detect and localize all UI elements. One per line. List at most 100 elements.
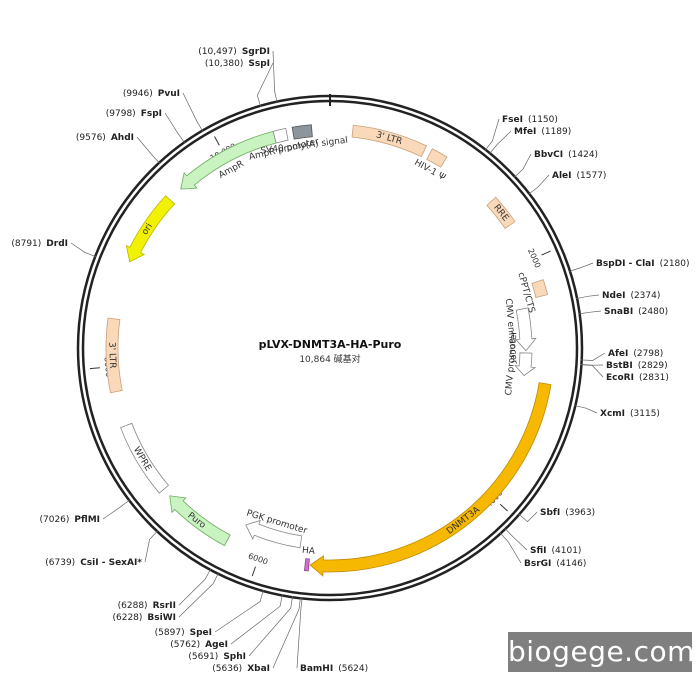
feature-3-ltr [351, 124, 428, 158]
feature-pgk-promoter [245, 519, 303, 549]
site-position: (4101) [552, 546, 582, 556]
tick-mark [89, 367, 100, 370]
feature-dnmt3a [309, 382, 552, 577]
site-drdi[interactable]: DrdI (8791) [11, 239, 68, 249]
site-leader [256, 62, 274, 107]
plasmid-name: pLVX-DNMT3A-HA-Puro [259, 338, 402, 351]
site-name: SpeI [190, 628, 212, 638]
site-position: (2831) [639, 373, 669, 383]
site-sphi[interactable]: SphI (5691) [188, 652, 246, 662]
site-leader [504, 527, 528, 551]
site-sfii[interactable]: SfiI (4101) [530, 546, 581, 556]
site-rsrii[interactable]: RsrII (6288) [118, 601, 176, 611]
site-name: AleI [552, 171, 572, 181]
site-position: (5624) [338, 664, 368, 674]
site-ecori[interactable]: EcoRI (2831) [606, 373, 669, 383]
feature-cmv-enhancer [514, 307, 537, 352]
site-name: BbvCI [534, 150, 563, 160]
feature-cppt-cts [531, 279, 549, 298]
site-leader [144, 530, 159, 563]
feature-ha [303, 558, 310, 572]
site-sspi[interactable]: SspI (10,380) [205, 59, 270, 69]
site-leader [164, 112, 186, 144]
feature-sv40-poly-a-signal [291, 124, 313, 140]
tick-mark [541, 250, 551, 256]
site-sbfi[interactable]: SbfI (3963) [540, 508, 595, 518]
site-leader [580, 364, 604, 378]
site-position: (4146) [556, 559, 586, 569]
site-xcmi[interactable]: XcmI (3115) [600, 409, 660, 419]
tick-mark [214, 136, 220, 146]
site-position: (1577) [577, 171, 607, 181]
site-name: CsiI - SexAI* [80, 558, 142, 568]
site-name: XcmI [600, 409, 625, 419]
site-ahdi[interactable]: AhdI (9576) [76, 133, 134, 143]
site-leader [272, 597, 301, 669]
feature-ori [125, 195, 176, 263]
site-pvui[interactable]: PvuI (9946) [123, 89, 180, 99]
site-leader [580, 352, 606, 361]
site-position: (6228) [112, 613, 142, 623]
feature-label-3-ltr: 3' LTR [106, 342, 117, 369]
site-position: (2480) [638, 307, 668, 317]
site-name: BamHI [300, 664, 333, 674]
site-fsei[interactable]: FseI (1150) [502, 115, 558, 125]
site-name: SfiI [530, 546, 547, 556]
site-pflmi[interactable]: PflMI (7026) [39, 515, 100, 525]
site-afei[interactable]: AfeI (2798) [608, 349, 663, 359]
site-leader [518, 511, 538, 523]
site-bsiwi[interactable]: BsiWI (6228) [112, 613, 176, 623]
site-name: AgeI [205, 640, 228, 650]
site-position: (10,497) [198, 47, 237, 57]
site-position: (9798) [106, 109, 136, 119]
tick-label: 2000 [526, 247, 542, 269]
site-name: XbaI [247, 664, 270, 674]
site-spei[interactable]: SpeI (5897) [155, 628, 212, 638]
site-fspi[interactable]: FspI (9798) [106, 109, 162, 119]
site-csii-sexai[interactable]: CsiI - SexAI* (6739) [45, 558, 142, 568]
site-position: (5762) [170, 640, 200, 650]
site-alei[interactable]: AleI (1577) [552, 171, 606, 181]
site-sgrdi[interactable]: SgrDI (10,497) [198, 47, 270, 57]
watermark: biogege.com [508, 632, 694, 672]
site-snabi[interactable]: SnaBI (2480) [604, 307, 668, 317]
site-mfei[interactable]: MfeI (1189) [514, 127, 571, 137]
site-position: (2798) [633, 349, 663, 359]
site-position: (1150) [528, 115, 558, 125]
tick-mark [499, 503, 508, 512]
site-position: (6288) [118, 601, 148, 611]
site-bbvci[interactable]: BbvCI (1424) [534, 150, 598, 160]
site-leader [576, 294, 600, 300]
site-bsrgi[interactable]: BsrGI (4146) [524, 559, 586, 569]
site-ndei[interactable]: NdeI (2374) [602, 291, 660, 301]
site-position: (9576) [76, 133, 106, 143]
site-xbai[interactable]: XbaI (5636) [212, 664, 270, 674]
site-leader [489, 130, 512, 155]
site-position: (9946) [123, 89, 153, 99]
site-leader [136, 136, 161, 164]
site-bamhi[interactable]: BamHI (5624) [300, 664, 368, 674]
site-position: (6739) [45, 558, 75, 568]
site-bstbi[interactable]: BstBI (2829) [606, 361, 668, 371]
site-name: PvuI [158, 89, 180, 99]
site-name: EcoRI [606, 373, 634, 383]
site-name: SgrDI [242, 47, 270, 57]
site-leader [513, 153, 532, 178]
site-leader [484, 118, 500, 151]
feature-rre [486, 196, 516, 229]
site-leader [296, 597, 303, 669]
feature-cmv-promoter [514, 352, 537, 377]
site-name: SnaBI [604, 307, 633, 317]
site-position: (10,380) [205, 59, 244, 69]
site-bspdi-clai[interactable]: BspDI - ClaI (2180) [596, 259, 690, 269]
site-name: SspI [248, 59, 270, 69]
site-position: (8791) [11, 239, 41, 249]
feature-3-ltr [105, 317, 123, 394]
site-name: BstBI [606, 361, 633, 371]
site-leader [528, 174, 550, 195]
site-name: DrdI [46, 239, 68, 249]
site-position: (3963) [565, 508, 595, 518]
site-agei[interactable]: AgeI (5762) [170, 640, 228, 650]
site-leader [272, 50, 278, 103]
